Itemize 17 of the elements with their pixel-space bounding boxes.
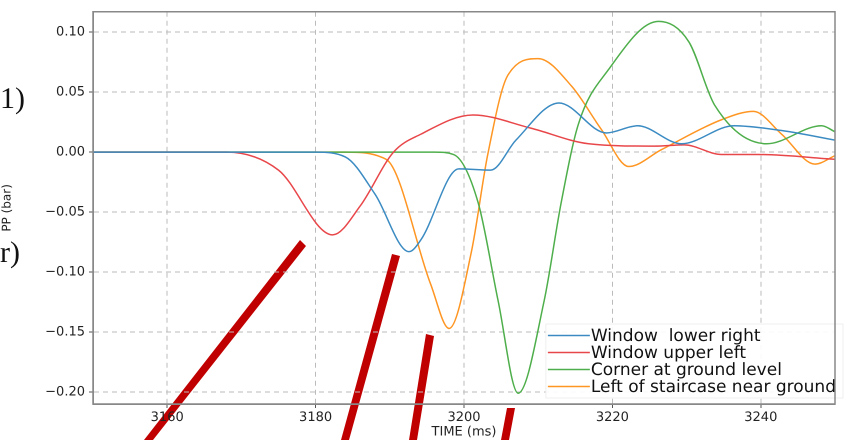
y-tick-label: −0.15 [45,324,85,340]
x-tick-label: 3180 [299,410,332,426]
x-axis-title: TIME (ms) [430,424,496,440]
legend-label: Window lower right [590,326,761,346]
y-tick-label: −0.20 [45,384,85,400]
x-tick-label: 3200 [447,410,481,426]
y-tick-label: 0.00 [56,144,85,160]
text: 1) [0,82,25,116]
y-axis-title: PP (bar) [0,184,14,232]
line-series [93,102,835,252]
y-tick-label: −0.10 [45,264,85,280]
y-tick-label: 0.10 [56,24,85,40]
x-tick-label: 3220 [596,410,629,426]
y-tick-label: 0.05 [56,84,85,100]
x-tick-label: 3240 [744,410,778,426]
y-tick-label: −0.05 [45,204,85,220]
text: r) [0,236,20,270]
